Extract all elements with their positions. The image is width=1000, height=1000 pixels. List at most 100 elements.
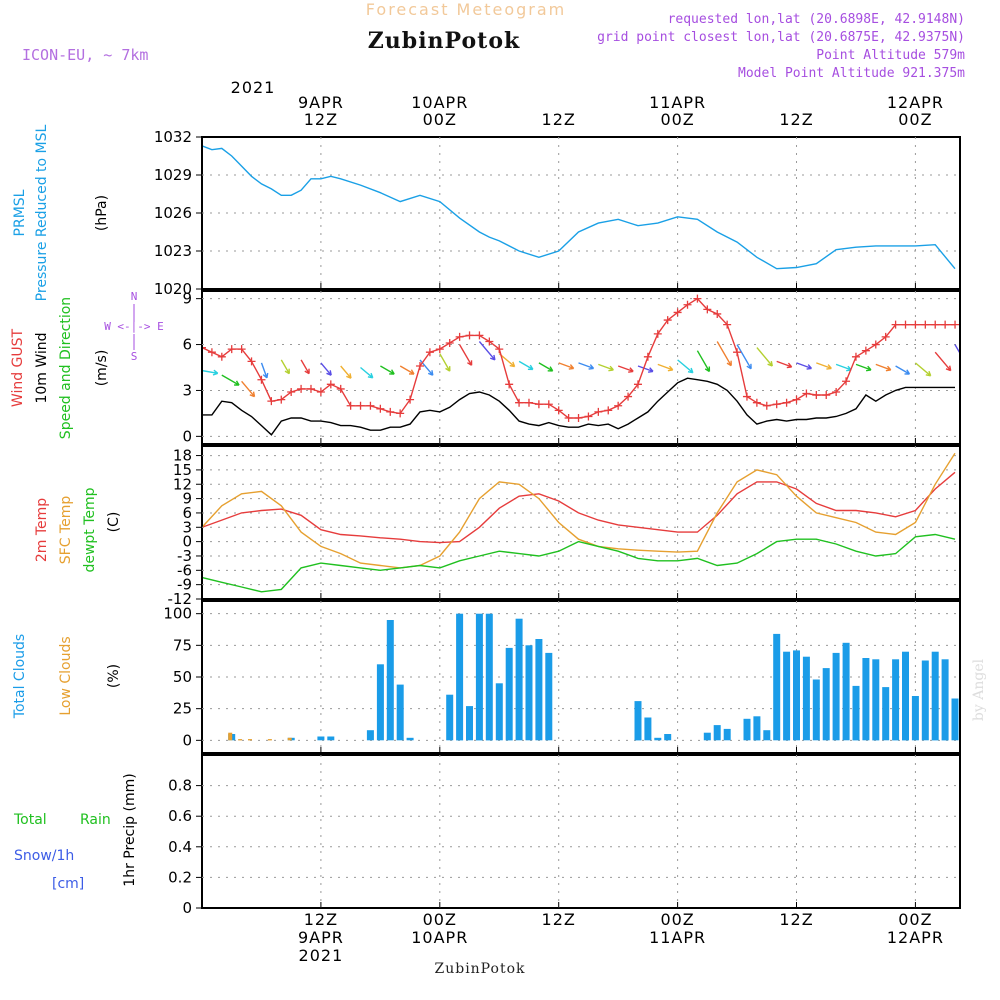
rain-label: Rain: [80, 812, 111, 828]
plot-area: [228, 613, 959, 741]
gust-point-marker: [772, 400, 781, 409]
compass-north: N: [131, 290, 138, 303]
time-label-bottom: 11APR: [649, 928, 706, 947]
station-name: ZubinPotok: [368, 28, 521, 54]
wind-direction-arrow: [439, 353, 451, 372]
cloud-bar: [505, 647, 513, 741]
wind-direction-arrow: [558, 362, 575, 370]
cloud-bar: [327, 736, 335, 741]
plot-area: [203, 452, 956, 593]
wind-direction-arrow: [954, 344, 959, 353]
time-label-top: 00Z: [660, 110, 694, 129]
cloud-bar-low: [267, 739, 272, 741]
cloud-bar: [951, 698, 959, 741]
y-tick-label: 0.2: [168, 868, 192, 886]
gust-point-marker: [316, 387, 325, 396]
y-tick-label: 1023: [154, 242, 192, 260]
gust-point-marker: [237, 345, 246, 354]
gust-point-marker: [257, 375, 266, 384]
cloud-bar: [892, 659, 900, 741]
cloud-bar: [396, 684, 404, 741]
requested-coords: requested lon,lat (20.6898E, 42.9148N): [668, 12, 965, 27]
gust-point-marker: [782, 398, 791, 407]
time-label-bottom: 12Z: [779, 910, 813, 929]
y-tick-label: 15: [173, 461, 192, 479]
wind-direction-arrow: [756, 347, 773, 367]
wind-panel: 0 3 6 9: [182, 290, 961, 445]
gust-point-marker: [812, 391, 821, 400]
cloud-bar: [525, 645, 533, 741]
watermark: by Angel: [971, 658, 987, 721]
gust-point-marker: [713, 309, 722, 318]
series-line: [203, 145, 956, 270]
gust-point-marker: [277, 395, 286, 404]
cloud-bar: [872, 659, 880, 741]
gust-point-marker: [792, 395, 801, 404]
wind-direction-arrow: [934, 351, 952, 372]
low-clouds-label: Low Clouds: [58, 636, 74, 715]
gust-point-marker: [505, 380, 514, 389]
gust-point-marker: [574, 413, 583, 422]
gust-point-marker: [227, 345, 236, 354]
gust-point-marker: [287, 387, 296, 396]
gust-point-marker: [703, 305, 712, 314]
cloud-bar: [882, 687, 890, 741]
time-label-top: 9APR: [298, 93, 344, 112]
gust-point-marker: [762, 401, 771, 410]
cloud-legend: Total Clouds Low Clouds (%): [12, 634, 122, 719]
gust-point-marker: [524, 398, 533, 407]
cloud-bar: [475, 613, 483, 741]
y-tick-label: 0: [182, 533, 192, 551]
wind-direction-arrow: [637, 365, 654, 373]
y-tick-label: 75: [173, 636, 192, 654]
cloud-bar: [931, 651, 939, 741]
temp-sfc-label: SFC Temp: [58, 496, 74, 565]
gust-point-marker: [415, 361, 424, 370]
gust-point-marker: [723, 320, 732, 329]
gust-point-marker: [435, 345, 444, 354]
cloud-bar: [366, 730, 374, 741]
wind-direction-arrow: [241, 380, 256, 398]
gust-point-marker: [871, 340, 880, 349]
cloud-bar: [446, 694, 454, 741]
wind-direction-arrow: [380, 365, 395, 375]
y-tick-label: 12: [173, 475, 192, 493]
cloud-bar: [644, 717, 652, 741]
cloud-bar: [832, 652, 840, 741]
time-label-top: 12Z: [779, 110, 813, 129]
gust-point-marker: [683, 300, 692, 309]
cloud-bar: [921, 660, 929, 741]
prmsl-label: PRMSL: [12, 189, 28, 236]
gust-point-marker: [495, 345, 504, 354]
cloud-bar: [713, 725, 721, 741]
wind-gust-label: Wind GUST: [10, 328, 26, 407]
snow-unit: [cm]: [52, 876, 84, 892]
y-tick-label: 100: [163, 605, 192, 623]
cloud-bar: [911, 696, 919, 741]
compass-south: S: [131, 350, 138, 363]
total-clouds-label: Total Clouds: [12, 634, 28, 719]
gust-point-marker: [931, 320, 940, 329]
cloud-bar: [535, 639, 543, 741]
y-tick-label: 1026: [154, 204, 192, 222]
gust-point-marker: [406, 395, 415, 404]
cloud-bar: [723, 728, 731, 741]
y-tick-label: 0: [182, 427, 192, 445]
temp-2m-label: 2m Temp: [34, 498, 50, 562]
y-tick-label: 18: [173, 447, 192, 465]
cloud-bar: [753, 716, 761, 741]
cloud-bar: [802, 656, 810, 741]
y-tick-label: 6: [182, 504, 192, 522]
gust-point-marker: [396, 409, 405, 418]
point-altitude: Point Altitude 579m: [816, 48, 965, 63]
time-label-top: 11APR: [649, 93, 706, 112]
cloud-bar: [862, 658, 870, 741]
y-tick-label: 9: [182, 290, 192, 308]
gust-point-marker: [326, 380, 335, 389]
cloud-bar: [941, 659, 949, 741]
gust-point-marker: [465, 331, 474, 340]
y-tick-label: 25: [173, 700, 192, 718]
y-tick-label: -9: [177, 576, 192, 594]
gust-point-marker: [614, 401, 623, 410]
